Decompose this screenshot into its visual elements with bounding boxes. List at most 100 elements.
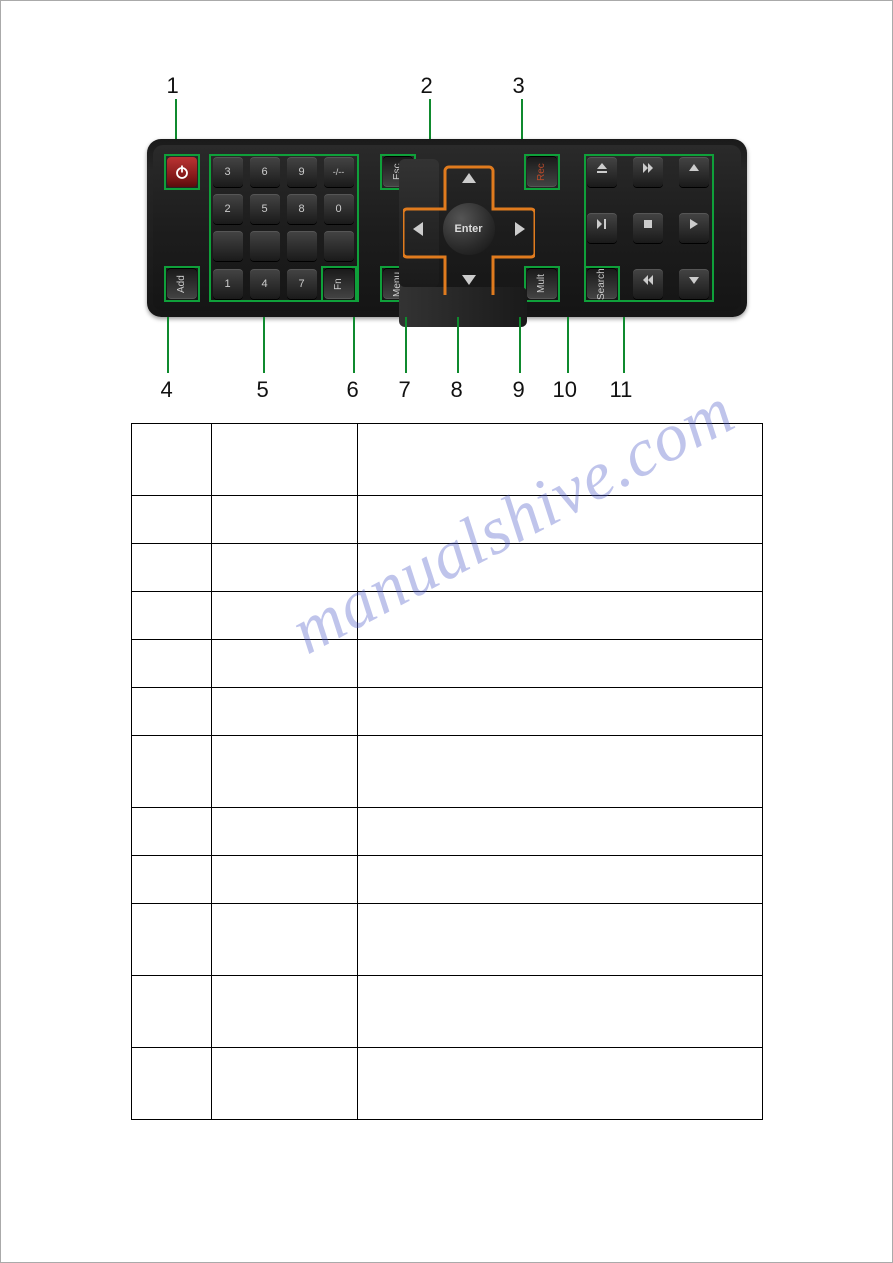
key-blank2[interactable] bbox=[250, 231, 280, 261]
down-button[interactable] bbox=[679, 269, 709, 299]
key-0[interactable]: 0 bbox=[324, 194, 354, 224]
key-2[interactable]: 2 bbox=[213, 194, 243, 224]
table-cell bbox=[131, 1048, 211, 1120]
table-cell bbox=[357, 976, 762, 1048]
up-icon bbox=[687, 161, 701, 175]
fn-button[interactable]: Fn bbox=[324, 269, 354, 299]
table-row bbox=[131, 496, 762, 544]
callout-label-11: 11 bbox=[610, 377, 633, 403]
callout-label-9: 9 bbox=[513, 377, 525, 403]
stop-icon bbox=[641, 217, 655, 231]
enter-button[interactable]: Enter bbox=[443, 203, 495, 255]
table-body bbox=[131, 424, 762, 1120]
table-row bbox=[131, 640, 762, 688]
key-5[interactable]: 5 bbox=[250, 194, 280, 224]
table-cell bbox=[357, 424, 762, 496]
key-7[interactable]: 7 bbox=[287, 269, 317, 299]
key-blank3[interactable] bbox=[287, 231, 317, 261]
table-cell bbox=[211, 856, 357, 904]
key-3[interactable]: 3 bbox=[213, 157, 243, 187]
table-cell bbox=[211, 808, 357, 856]
table-cell bbox=[357, 496, 762, 544]
table-cell bbox=[211, 424, 357, 496]
table-cell bbox=[211, 688, 357, 736]
dpad-down-icon[interactable] bbox=[462, 275, 476, 285]
dpad-up-icon[interactable] bbox=[462, 173, 476, 183]
table-cell bbox=[357, 1048, 762, 1120]
table-cell bbox=[131, 688, 211, 736]
key-1[interactable]: 1 bbox=[213, 269, 243, 299]
table-row bbox=[131, 904, 762, 976]
table-cell bbox=[211, 904, 357, 976]
table-cell bbox=[357, 736, 762, 808]
rewind-icon bbox=[641, 273, 655, 287]
power-button[interactable] bbox=[167, 157, 197, 187]
table-row bbox=[131, 808, 762, 856]
dpad-left-icon[interactable] bbox=[413, 222, 423, 236]
table-cell bbox=[211, 496, 357, 544]
callout-label-3: 3 bbox=[513, 73, 525, 99]
key-blank4[interactable] bbox=[324, 231, 354, 261]
callout-label-5: 5 bbox=[257, 377, 269, 403]
table-row bbox=[131, 592, 762, 640]
description-table bbox=[131, 423, 763, 1120]
table-row bbox=[131, 1048, 762, 1120]
table-cell bbox=[211, 592, 357, 640]
table-cell bbox=[131, 856, 211, 904]
eject-button[interactable] bbox=[587, 157, 617, 187]
page: manualshive.com 1 2 3 Add 3 2 bbox=[0, 0, 893, 1263]
table-cell bbox=[131, 904, 211, 976]
callout-line-8 bbox=[457, 317, 459, 373]
table-cell bbox=[357, 904, 762, 976]
key-9[interactable]: 9 bbox=[287, 157, 317, 187]
table-cell bbox=[357, 688, 762, 736]
callout-label-7: 7 bbox=[399, 377, 411, 403]
table-cell bbox=[131, 736, 211, 808]
callouts-top: 1 2 3 bbox=[127, 73, 767, 139]
callout-line-6 bbox=[353, 317, 355, 373]
search-button[interactable]: Search bbox=[587, 269, 617, 299]
eject-icon bbox=[595, 161, 609, 175]
table-row bbox=[131, 736, 762, 808]
remote-figure: 1 2 3 Add 3 2 1 6 5 bbox=[127, 139, 767, 317]
table-cell bbox=[211, 1048, 357, 1120]
dpad-right-icon[interactable] bbox=[515, 222, 525, 236]
table-row bbox=[131, 424, 762, 496]
key-4[interactable]: 4 bbox=[250, 269, 280, 299]
ffwd-icon bbox=[641, 161, 655, 175]
table-cell bbox=[211, 544, 357, 592]
dpad: Enter bbox=[399, 159, 539, 299]
add-button[interactable]: Add bbox=[167, 269, 197, 299]
callout-line-4 bbox=[167, 317, 169, 373]
key-8[interactable]: 8 bbox=[287, 194, 317, 224]
table-cell bbox=[211, 640, 357, 688]
callout-line-10 bbox=[567, 317, 569, 373]
down-icon bbox=[687, 273, 701, 287]
ffwd-button[interactable] bbox=[633, 157, 663, 187]
table-cell bbox=[357, 856, 762, 904]
table-cell bbox=[357, 640, 762, 688]
callouts-bottom: 4 5 6 7 8 9 10 11 bbox=[127, 323, 767, 423]
remote-control: Add 3 2 1 6 5 4 9 8 7 -/-- 0 Fn bbox=[147, 139, 747, 317]
table-row bbox=[131, 688, 762, 736]
callout-label-2: 2 bbox=[421, 73, 433, 99]
table-row bbox=[131, 544, 762, 592]
key-dash[interactable]: -/-- bbox=[324, 157, 354, 187]
table-cell bbox=[131, 544, 211, 592]
table-cell bbox=[131, 976, 211, 1048]
table-cell bbox=[131, 640, 211, 688]
play-pause-button[interactable] bbox=[587, 213, 617, 243]
callout-label-8: 8 bbox=[451, 377, 463, 403]
stop-button[interactable] bbox=[633, 213, 663, 243]
table-row bbox=[131, 976, 762, 1048]
callout-line-7 bbox=[405, 317, 407, 373]
right-button[interactable] bbox=[679, 213, 709, 243]
dpad-horizontal bbox=[399, 287, 527, 327]
rewind-button[interactable] bbox=[633, 269, 663, 299]
key-6[interactable]: 6 bbox=[250, 157, 280, 187]
up-button[interactable] bbox=[679, 157, 709, 187]
key-blank[interactable] bbox=[213, 231, 243, 261]
table-cell bbox=[131, 592, 211, 640]
power-icon bbox=[174, 164, 190, 180]
callout-label-10: 10 bbox=[553, 377, 577, 403]
